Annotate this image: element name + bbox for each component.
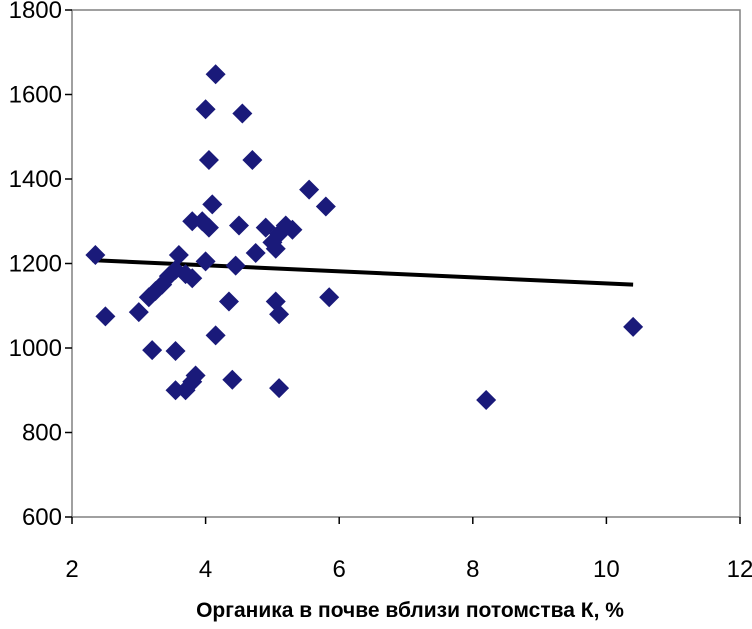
y-tick-label: 800: [22, 420, 62, 447]
data-points: [85, 64, 644, 410]
x-tick-label: 2: [65, 556, 78, 583]
trendline-layer: [91, 258, 634, 287]
data-point: [265, 238, 286, 259]
data-point: [319, 287, 340, 308]
data-point: [476, 389, 497, 410]
data-point: [299, 179, 320, 200]
data-point: [198, 149, 219, 170]
data-point: [218, 291, 239, 312]
data-point: [85, 245, 106, 266]
y-tick-label: 1600: [9, 82, 62, 109]
trendline: [91, 258, 634, 287]
data-point: [168, 245, 189, 266]
data-point: [205, 325, 226, 346]
x-tick-label: 8: [466, 556, 479, 583]
x-axis-title: Органика в почве вблизи потомства К, %: [196, 599, 624, 622]
data-point: [623, 316, 644, 337]
y-tick-label: 1800: [9, 0, 62, 24]
data-point: [165, 380, 186, 401]
data-point: [242, 149, 263, 170]
data-point: [315, 196, 336, 217]
data-point: [165, 340, 186, 361]
data-point: [198, 217, 219, 238]
x-tick-label: 6: [333, 556, 346, 583]
data-point: [195, 251, 216, 272]
data-point: [269, 378, 290, 399]
data-point: [182, 211, 203, 232]
y-tick-label: 1000: [9, 335, 62, 362]
data-point: [282, 219, 303, 240]
data-point: [185, 365, 206, 386]
x-tick-label: 10: [593, 556, 620, 583]
data-point: [195, 99, 216, 120]
x-tick-label: 12: [727, 556, 752, 583]
x-axis: 2 4 6 8 10 12: [65, 517, 752, 583]
data-point: [245, 242, 266, 263]
data-point: [222, 369, 243, 390]
data-point: [225, 255, 246, 276]
y-tick-label: 1200: [9, 251, 62, 278]
data-point: [229, 215, 249, 236]
data-point: [142, 340, 163, 361]
data-point: [95, 306, 116, 327]
data-point: [182, 268, 203, 289]
data-point: [269, 304, 290, 325]
x-tick-label: 4: [199, 556, 212, 583]
y-tick-label: 600: [22, 504, 62, 531]
data-point: [205, 64, 226, 85]
y-tick-label: 1400: [9, 166, 62, 193]
data-point: [232, 103, 253, 124]
y-axis: 600 800 1000 1200 1400 1600 1800: [9, 0, 72, 531]
data-point: [202, 194, 223, 215]
data-point: [128, 302, 149, 323]
